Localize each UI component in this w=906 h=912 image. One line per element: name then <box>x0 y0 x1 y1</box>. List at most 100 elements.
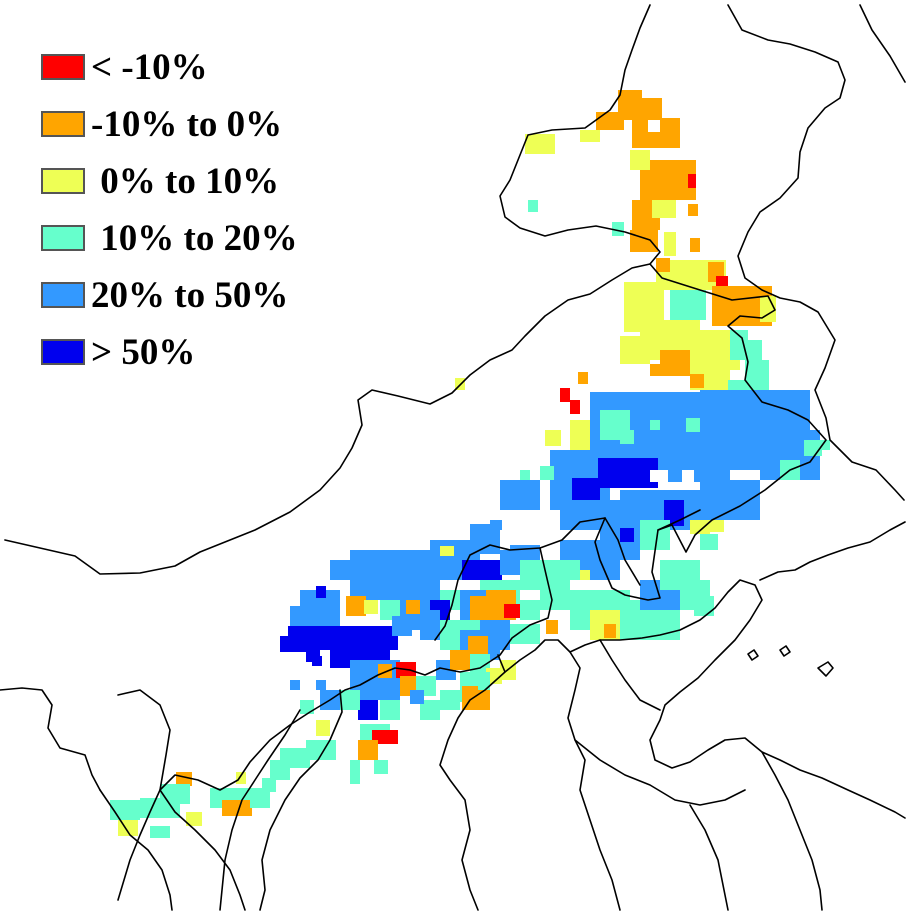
grid-cell <box>270 760 290 780</box>
region-border <box>219 709 301 911</box>
grid-cell <box>664 232 676 256</box>
grid-cell <box>510 624 540 644</box>
coastline <box>689 804 729 911</box>
grid-cell <box>545 430 561 446</box>
grid-cell <box>350 760 360 784</box>
legend-item: < -10% <box>41 44 208 90</box>
grid-cell <box>358 740 378 760</box>
grid-cell <box>690 520 710 534</box>
grid-cell <box>490 520 502 530</box>
grid-cell <box>656 258 670 272</box>
boundary-lines <box>0 4 906 911</box>
grid-cell <box>250 794 264 808</box>
legend-label: -10% to 0% <box>91 103 283 145</box>
grid-cell <box>290 680 300 690</box>
grid-cell <box>330 560 350 580</box>
grid-cell <box>450 650 470 670</box>
legend-item: -10% to 0% <box>41 101 282 147</box>
island <box>779 645 791 657</box>
grid-cell <box>150 826 170 838</box>
grid-cell <box>392 616 412 636</box>
grid-cell <box>642 98 662 124</box>
legend-label: 10% to 20% <box>91 217 298 259</box>
grid-cell <box>578 372 588 384</box>
grid-cell <box>640 520 670 550</box>
grid-cell <box>186 812 202 826</box>
legend-item: 10% to 20% <box>41 215 298 261</box>
legend-swatch <box>41 339 85 365</box>
grid-cell <box>620 528 634 542</box>
grid-cell <box>316 720 330 736</box>
grid-cell <box>316 586 326 598</box>
legend-label: 20% to 50% <box>91 274 289 316</box>
region-border <box>439 654 506 911</box>
region-border <box>117 547 553 901</box>
grid-cell <box>572 478 600 500</box>
region-border <box>99 789 173 911</box>
grid-cell <box>374 760 388 774</box>
grid-cell <box>420 610 440 640</box>
grid-cell <box>820 440 830 450</box>
grid-cell <box>540 580 570 610</box>
legend-label: < -10% <box>91 46 208 88</box>
grid-cell <box>630 230 658 252</box>
grid-cell <box>468 636 488 656</box>
grid-cell <box>604 624 616 638</box>
grid-cell <box>620 336 650 364</box>
grid-cell <box>380 600 400 620</box>
grid-cell <box>690 374 704 388</box>
legend-item: 0% to 10% <box>41 158 279 204</box>
grid-cell <box>372 730 398 744</box>
grid-cell <box>598 458 658 488</box>
grid-cell <box>500 480 540 510</box>
region-border <box>567 651 621 911</box>
grid-cell <box>690 238 700 252</box>
grid-cell <box>652 200 676 218</box>
coastline <box>759 521 906 581</box>
grid-cell <box>440 546 454 556</box>
grid-cell <box>222 800 252 816</box>
legend-item: > 50% <box>41 329 195 375</box>
legend-swatch <box>41 54 85 80</box>
country-border <box>4 4 661 575</box>
grid-cell <box>236 772 246 784</box>
region-border <box>859 4 906 83</box>
island <box>817 661 834 677</box>
grid-cell <box>500 540 510 550</box>
grid-cell <box>280 636 310 652</box>
region-border <box>117 689 171 791</box>
grid-cell <box>420 700 440 720</box>
grid-cell <box>612 222 624 236</box>
grid-cell <box>700 534 718 550</box>
legend-swatch <box>41 282 85 308</box>
map-legend: < -10% -10% to 0% 0% to 10% 10% to 20% 2… <box>41 44 361 374</box>
grid-cell <box>570 420 590 450</box>
grid-cell <box>580 130 600 142</box>
coastline <box>761 751 823 911</box>
grid-cell <box>410 690 424 704</box>
country-border <box>727 4 905 501</box>
legend-swatch <box>41 225 85 251</box>
region-border <box>604 517 641 586</box>
coastline <box>574 739 746 806</box>
grid-cell <box>478 690 490 710</box>
grid-cell <box>560 560 580 580</box>
grid-cell <box>525 134 555 154</box>
grid-cell <box>570 400 580 414</box>
grid-cell <box>140 798 180 818</box>
grid-cell <box>316 680 326 690</box>
grid-cell <box>630 150 650 170</box>
legend-label: 0% to 10% <box>91 160 280 202</box>
region-border <box>657 509 701 531</box>
region-border <box>599 639 661 711</box>
region-border <box>259 689 343 911</box>
grid-cell <box>686 418 700 432</box>
grid-cell <box>300 700 314 714</box>
coastline <box>504 579 906 819</box>
grid-cell <box>700 480 760 520</box>
grid-cell <box>528 200 538 212</box>
grid-cell <box>346 596 366 616</box>
legend-swatch <box>41 111 85 137</box>
legend-swatch <box>41 168 85 194</box>
grid-cell <box>546 620 558 634</box>
